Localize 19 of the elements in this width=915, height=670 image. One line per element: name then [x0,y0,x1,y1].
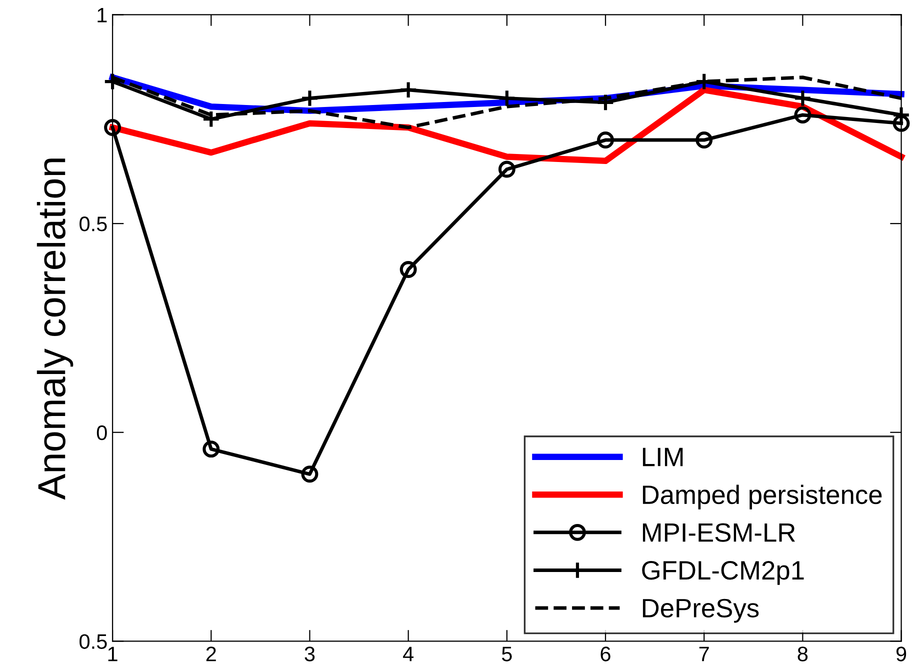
y-tick-label: 0 [96,425,107,440]
x-tick-label: 6 [600,646,610,662]
legend-label: DePreSys [642,598,759,623]
x-tick-label: 4 [403,646,414,662]
legend-label: MPI-ESM-LR [642,523,795,542]
x-tick-label: 3 [304,646,315,662]
legend-label: GFDL-CM2p1 [642,561,804,585]
x-tick-label: 7 [699,646,709,662]
y-tick-label: 0.5 [80,216,107,232]
x-tick-label: 1 [108,646,118,662]
y-axis-title: Anomaly correlation [36,158,74,500]
legend-label: Damped persistence [642,484,882,510]
y-tick-label: 0.5 [80,634,107,649]
y-tick-label: 1 [98,8,107,22]
legend-label: LIM [642,448,683,466]
x-tick-label: 2 [206,646,216,662]
x-tick-label: 5 [502,646,512,662]
x-tick-label: 9 [896,646,906,662]
x-tick-label: 8 [798,646,808,662]
